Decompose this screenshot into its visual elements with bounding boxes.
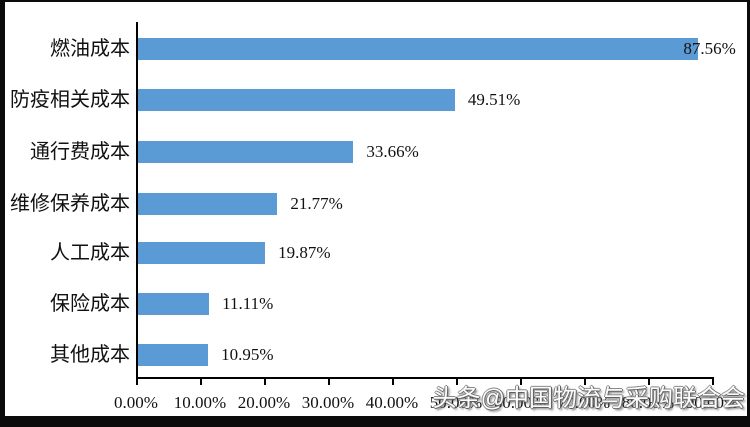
- x-tick: [328, 379, 330, 385]
- value-label: 49.51%: [467, 90, 521, 109]
- toutiao-watermark: 头条@中国物流与采购联合会: [432, 385, 745, 412]
- y-axis-line: [136, 22, 138, 379]
- bar: [138, 193, 278, 215]
- x-tick-label: 10.00%: [173, 393, 227, 412]
- value-label: 19.87%: [278, 243, 331, 262]
- x-tick: [520, 379, 522, 385]
- x-tick-label: 50.00%: [429, 393, 483, 412]
- frame-edge-top: [0, 0, 750, 2]
- frame-edge-left: [0, 0, 5, 427]
- x-tick: [264, 379, 266, 385]
- x-tick-label: 40.00%: [365, 393, 419, 412]
- value-label: 11.11%: [222, 294, 274, 313]
- bar: [138, 89, 455, 111]
- category-label-maintenance: 维修保养成本: [10, 193, 130, 215]
- x-tick-label: 0.00%: [114, 393, 158, 412]
- category-label-other: 其他成本: [50, 344, 130, 366]
- bar: [138, 38, 699, 60]
- bar: [138, 344, 209, 366]
- x-tick-label: 60.00%: [493, 393, 547, 412]
- category-label-labor: 人工成本: [50, 242, 130, 264]
- x-tick: [456, 379, 458, 385]
- x-axis-line: [136, 377, 714, 379]
- x-tick-label: 30.00%: [301, 393, 355, 412]
- value-label: 87.56%: [683, 39, 736, 58]
- x-tick: [392, 379, 394, 385]
- value-label: 33.66%: [366, 142, 419, 161]
- x-tick: [712, 379, 714, 385]
- bar: [138, 293, 210, 315]
- x-tick: [200, 379, 202, 385]
- bar: [138, 242, 266, 264]
- category-label-toll: 通行费成本: [30, 141, 130, 163]
- x-tick-label: 80.00%: [621, 393, 675, 412]
- x-tick: [136, 379, 138, 385]
- frame-edge-bottom: [0, 416, 750, 427]
- x-tick-label: 70.00%: [557, 393, 611, 412]
- x-tick: [584, 379, 586, 385]
- category-label-fuel: 燃油成本: [50, 38, 130, 60]
- value-label: 10.95%: [221, 345, 274, 364]
- bar: [138, 141, 354, 163]
- value-label: 21.77%: [290, 194, 343, 213]
- category-label-insurance: 保险成本: [50, 293, 130, 315]
- x-tick-label: 20.00%: [237, 393, 291, 412]
- frame-edge-right: [747, 0, 750, 427]
- x-tick: [648, 379, 650, 385]
- category-label-epidemic: 防疫相关成本: [10, 89, 130, 111]
- x-tick-label: 90.00%: [685, 393, 739, 412]
